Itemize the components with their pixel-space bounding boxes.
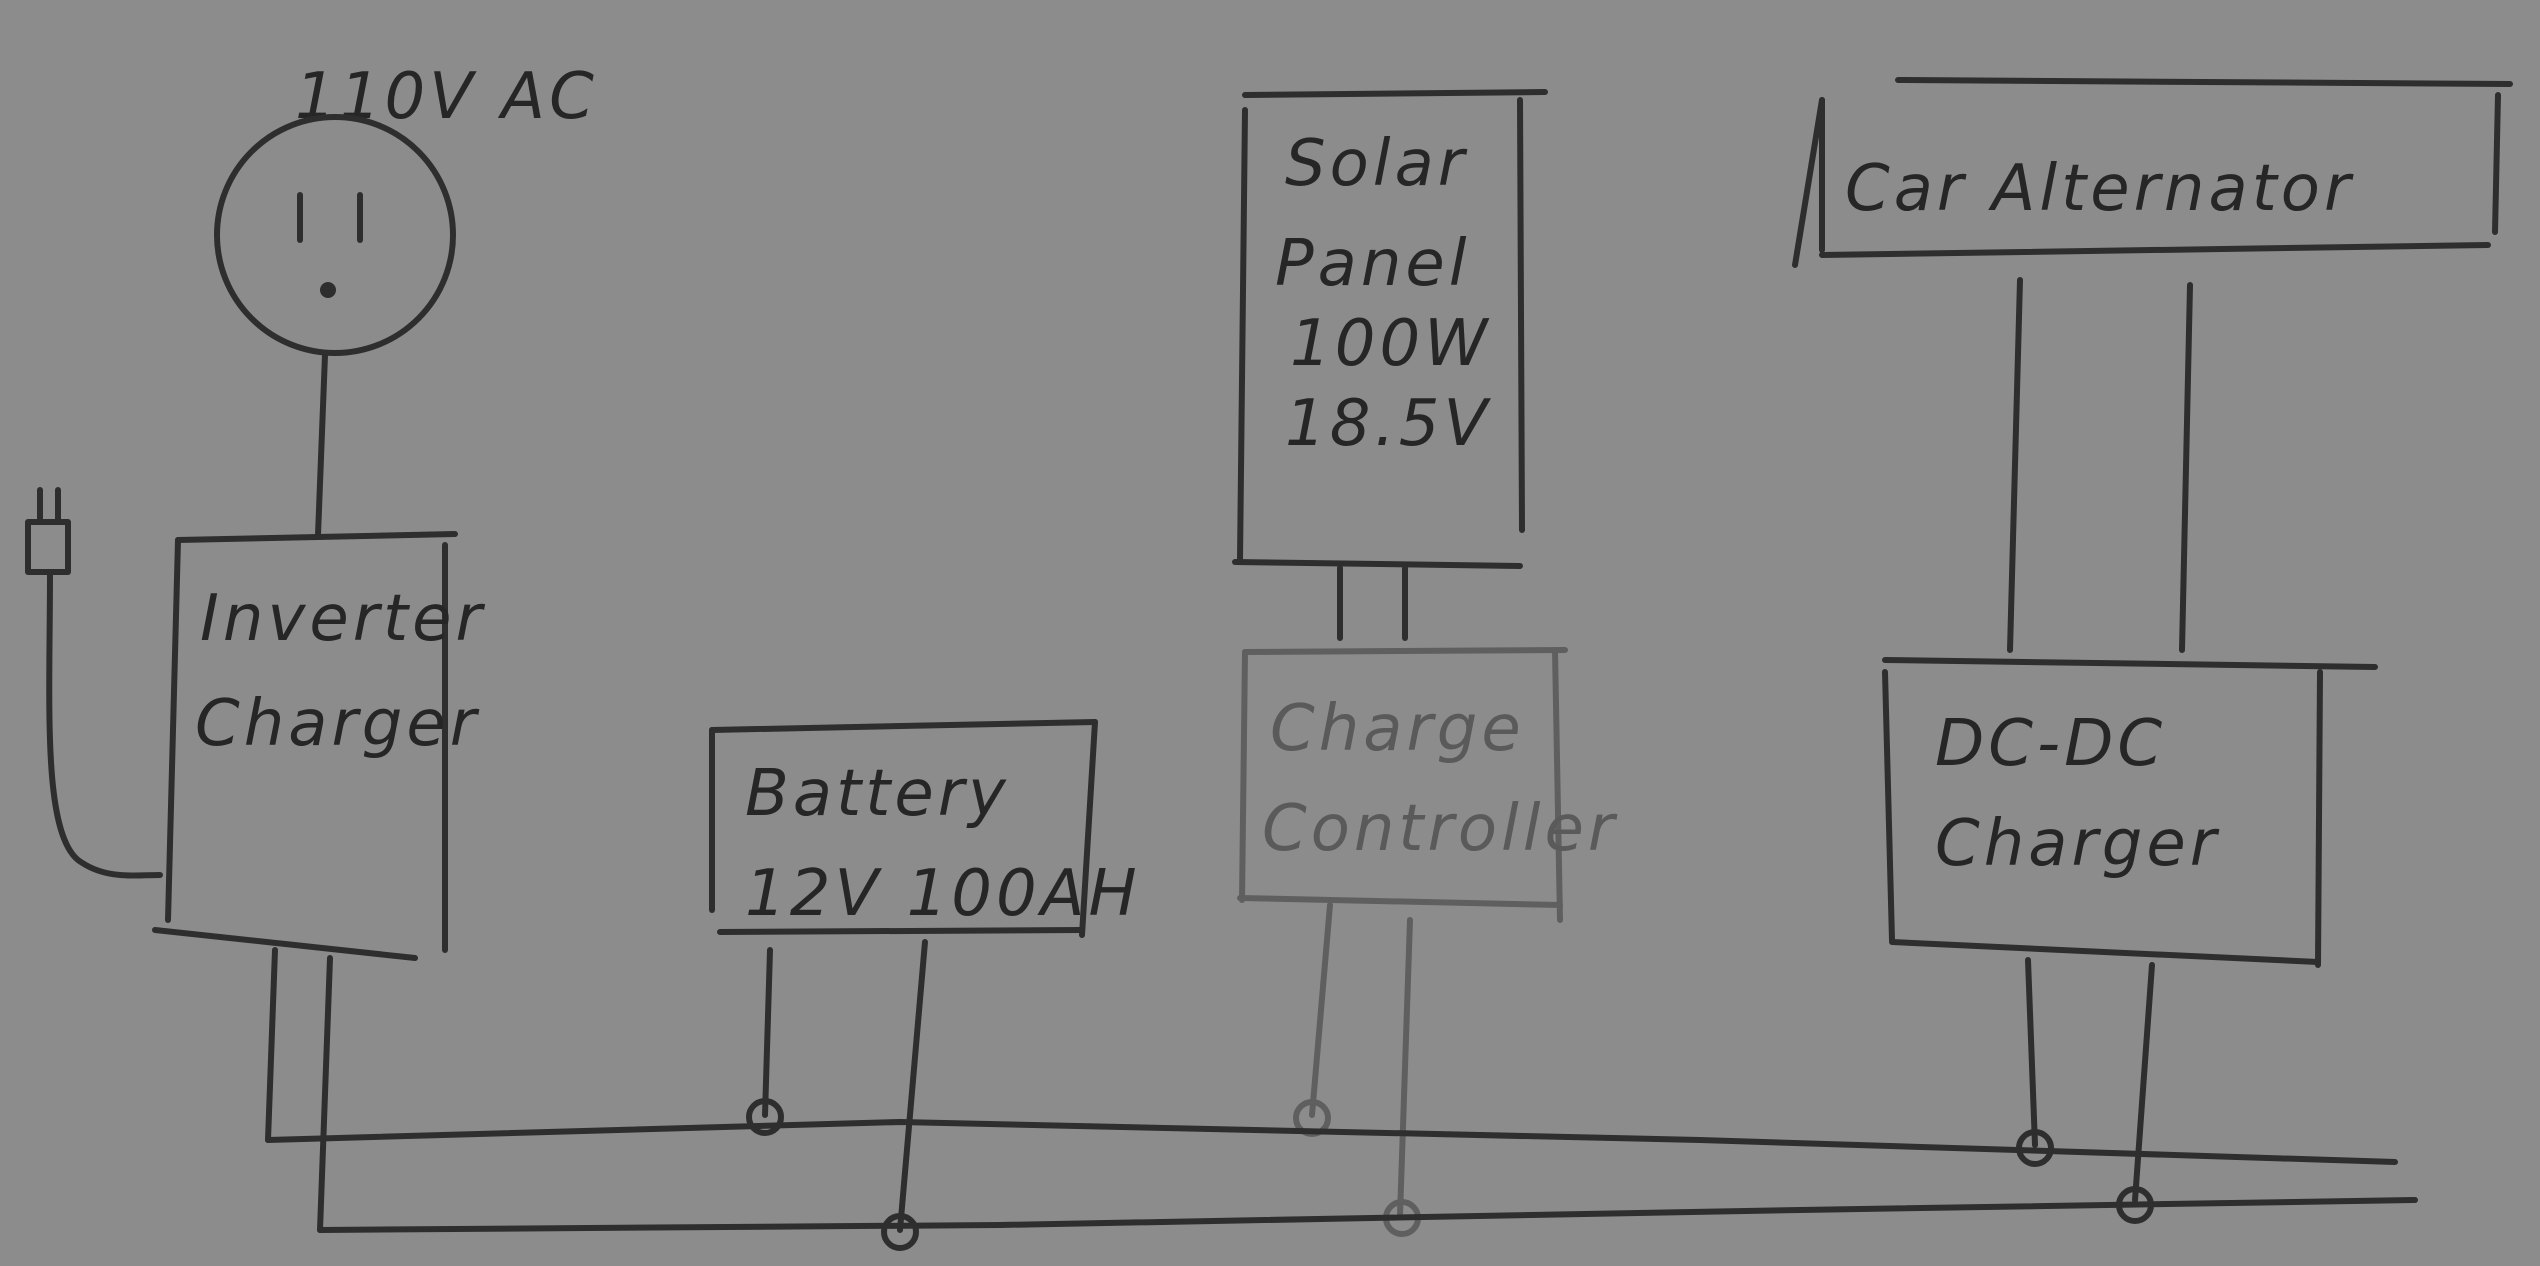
ac-to-inverter-wire: [315, 352, 328, 538]
ac-outlet-icon: [214, 114, 456, 356]
inverter-label-line1: Inverter: [200, 582, 486, 656]
battery-box: Battery 12V 100AH: [709, 719, 1141, 938]
solar-label-line2: Panel: [1275, 227, 1471, 301]
alternator-wire-positive: [2179, 282, 2193, 653]
plug-cord: [46, 569, 163, 879]
alternator-wire-negative: [2007, 277, 2023, 653]
solar-label-line1: Solar: [1285, 127, 1468, 201]
alternator-box: Car Alternator: [1792, 77, 2513, 268]
battery-wire-positive: [897, 939, 928, 1233]
battery-positive-node: [881, 1213, 919, 1251]
battery-label-line1: Battery: [745, 757, 1010, 831]
solar-label-line4: 18.5V: [1285, 387, 1492, 461]
controller-wire-negative: [1309, 902, 1333, 1118]
inverter-wire-negative: [265, 947, 278, 1143]
positive-bus-line: [317, 1197, 2418, 1233]
dcdc-wire-positive: [2132, 962, 2155, 1203]
dcdc-wire-negative: [2025, 957, 2038, 1148]
dcdc-label-line2: Charger: [1935, 807, 2220, 881]
battery-negative-node: [746, 1098, 784, 1136]
charge-controller-box: Charge Controller: [1237, 647, 1618, 923]
battery-label-line2: 12V 100AH: [745, 857, 1141, 931]
inverter-wire-positive: [317, 955, 333, 1233]
controller-label-line2: Controller: [1262, 792, 1618, 866]
negative-bus-line: [265, 1119, 2398, 1165]
inverter-charger-box: Inverter Charger: [152, 531, 486, 961]
alternator-label: Car Alternator: [1845, 152, 2354, 226]
outlet-slots: [297, 192, 363, 298]
battery-wire-negative: [762, 947, 773, 1118]
controller-wire-positive: [1397, 917, 1413, 1218]
solar-label-line3: 100W: [1290, 307, 1491, 381]
controller-label-line1: Charge: [1270, 692, 1525, 766]
inverter-label-line2: Charger: [195, 687, 480, 761]
dcdc-label-line1: DC-DC: [1935, 707, 2166, 781]
ac-source-label: 110V AC: [295, 60, 598, 134]
dcdc-charger-box: DC-DC Charger: [1882, 657, 2378, 968]
solar-panel-box: Solar Panel 100W 18.5V: [1232, 89, 1548, 569]
